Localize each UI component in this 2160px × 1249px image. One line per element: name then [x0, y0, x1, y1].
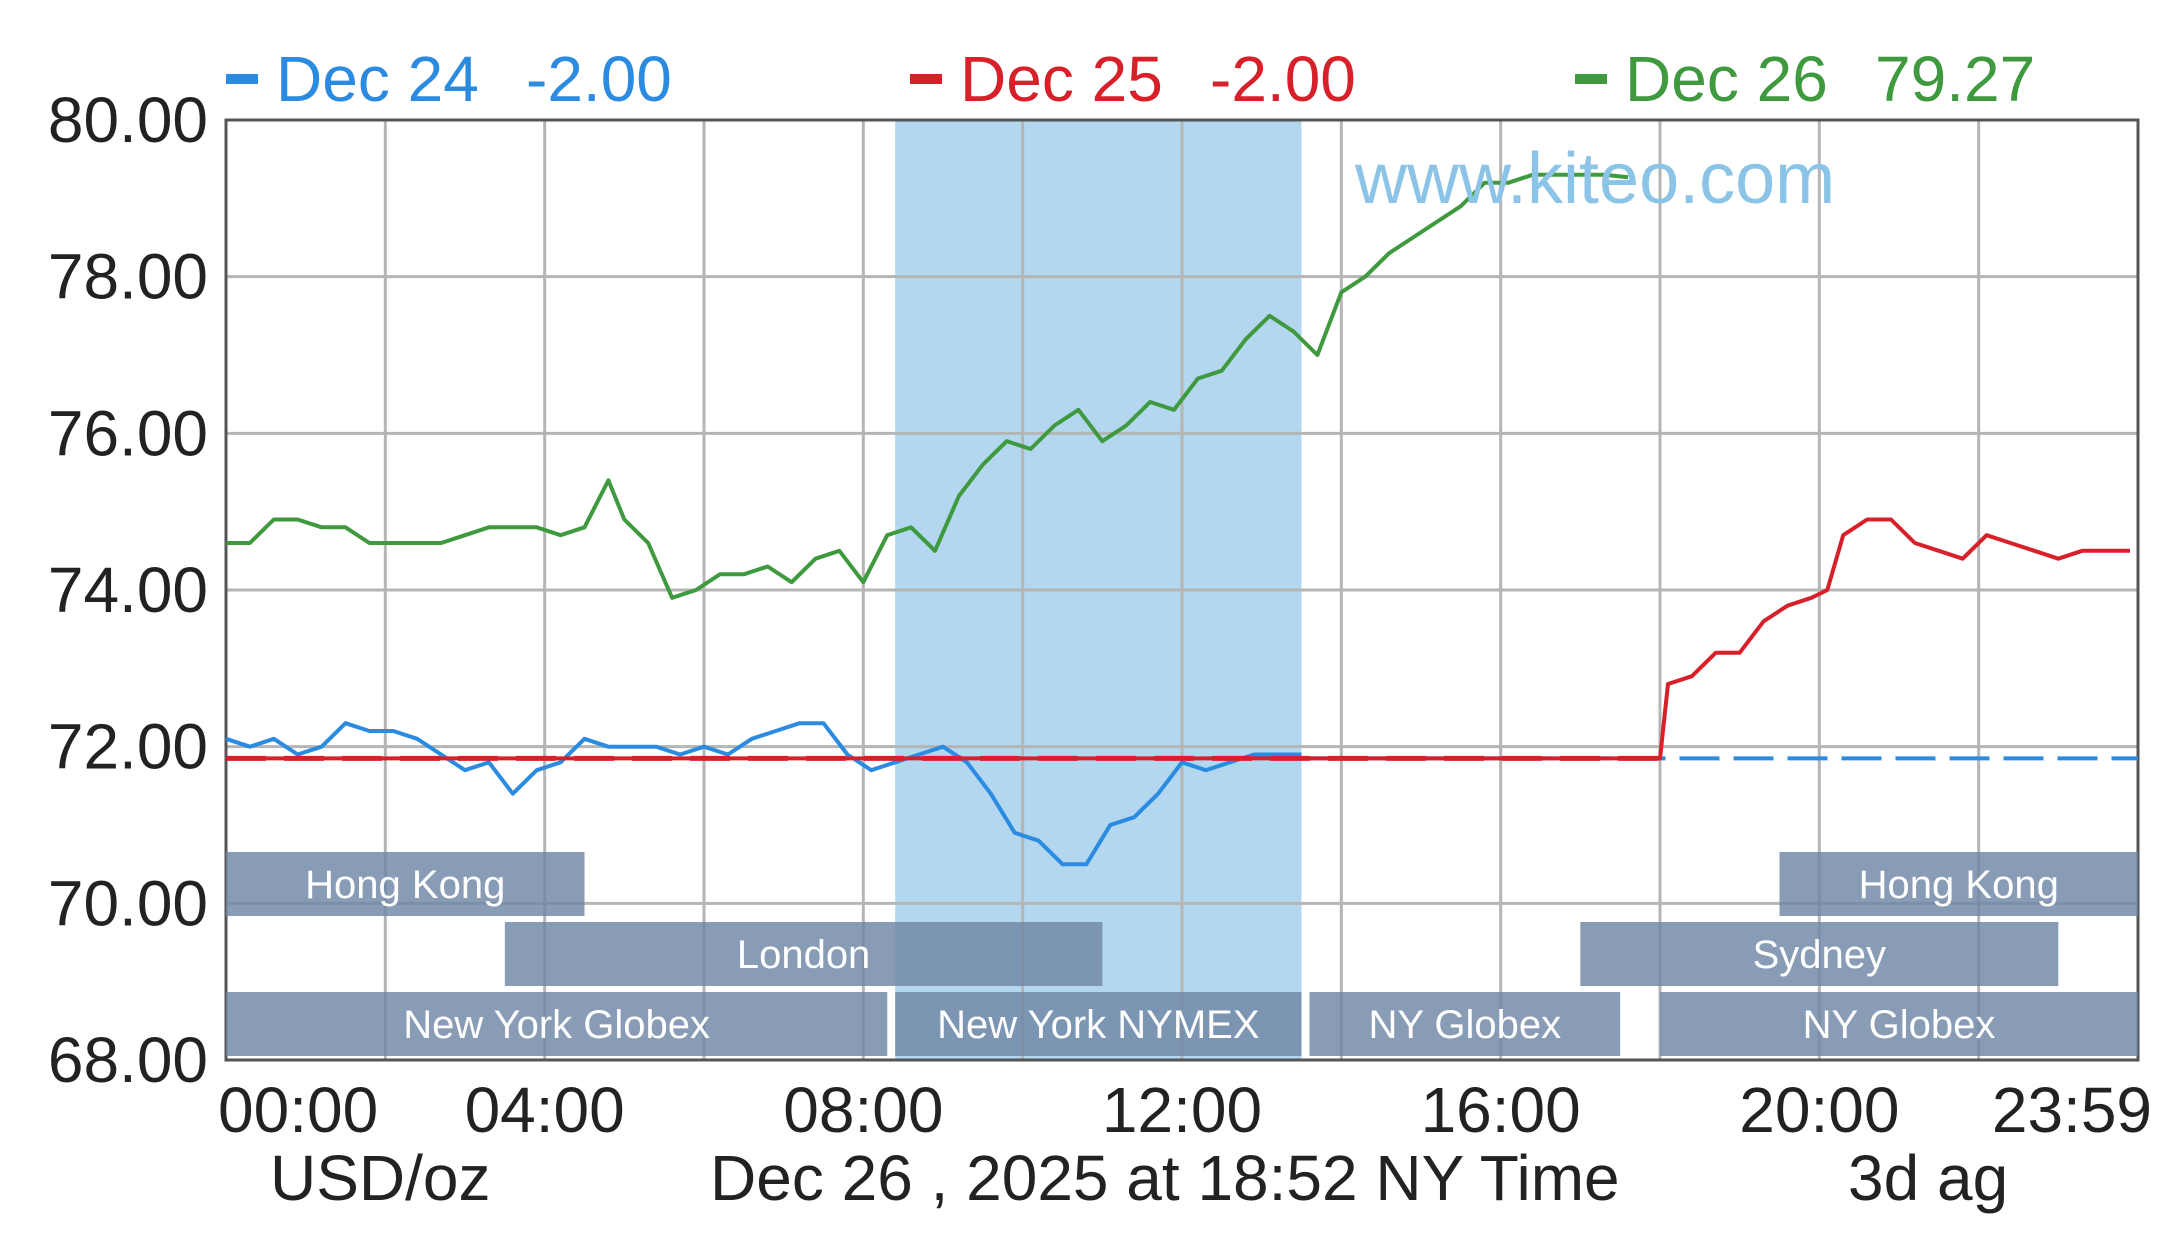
legend-label: Dec 26	[1625, 43, 1828, 115]
series-line-dec-24	[225, 721, 1302, 867]
legend-value: -2.00	[526, 43, 672, 115]
range-label: 3d ag	[1848, 1142, 2008, 1214]
legend-item: Dec 25 -2.00	[910, 43, 1356, 115]
market-sessions: Hong Kong Hong Kong London Sydney New York G…	[226, 852, 2138, 1056]
session-label: London	[737, 933, 870, 977]
plot-frame	[224, 118, 2140, 1062]
session-label: NY Globex	[1803, 1003, 1996, 1047]
y-tick-label: 74.00	[48, 554, 208, 626]
y-axis-ticks: 80.00 78.00 76.00 74.00 72.00 70.00 68.00	[48, 84, 208, 1096]
session-label: NY Globex	[1368, 1003, 1561, 1047]
legend: Dec 24 -2.00 Dec 25 -2.00 Dec 26 79.27	[226, 43, 2035, 115]
x-axis-ticks: 00:00 04:00 08:00 12:00 16:00 20:00 23:59	[218, 1074, 2152, 1146]
y-tick-label: 80.00	[48, 84, 208, 156]
session-label: New York Globex	[403, 1003, 710, 1047]
x-tick-label: 08:00	[783, 1074, 943, 1146]
session-bar: New York Globex	[226, 992, 888, 1056]
session-label: Hong Kong	[305, 863, 505, 907]
legend-item: Dec 24 -2.00	[226, 43, 672, 115]
unit-label: USD/oz	[270, 1142, 491, 1214]
session-bar: Hong Kong	[226, 852, 585, 916]
timestamp-label: Dec 26 , 2025 at 18:52 NY Time	[710, 1142, 1620, 1214]
y-tick-label: 70.00	[48, 867, 208, 939]
y-tick-label: 68.00	[48, 1024, 208, 1096]
y-tick-label: 76.00	[48, 397, 208, 469]
session-bar-rect	[504, 922, 1103, 986]
session-bar: New York NYMEX	[895, 992, 1302, 1056]
x-tick-label: 20:00	[1739, 1074, 1899, 1146]
legend-value: 79.27	[1875, 43, 2035, 115]
session-bar: Sydney	[1580, 922, 2059, 986]
legend-item: Dec 26 79.27	[1575, 43, 2035, 115]
legend-label: Dec 25	[960, 43, 1163, 115]
series-lines	[225, 172, 2138, 867]
session-label: Hong Kong	[1859, 863, 2059, 907]
session-bar: NY Globex	[1660, 992, 2138, 1056]
x-tick-label: 23:59	[1992, 1074, 2152, 1146]
y-tick-label: 72.00	[48, 711, 208, 783]
legend-swatch	[1575, 74, 1607, 84]
x-tick-label: 16:00	[1421, 1074, 1581, 1146]
session-bar-rect	[226, 992, 888, 1056]
x-tick-label: 00:00	[218, 1074, 378, 1146]
grid-lines	[224, 118, 2140, 1062]
x-tick-label: 04:00	[465, 1074, 625, 1146]
session-bar-rect	[1779, 852, 2138, 916]
session-bar-rect	[1660, 992, 2138, 1056]
session-label: New York NYMEX	[937, 1003, 1259, 1047]
session-bar-rect	[226, 852, 585, 916]
legend-label: Dec 24	[276, 43, 479, 115]
watermark: www.kiteo.com	[1354, 139, 1835, 219]
series-line-dec-25	[226, 517, 2130, 761]
legend-swatch	[226, 74, 258, 84]
session-bar: NY Globex	[1309, 992, 1621, 1056]
legend-value: -2.00	[1210, 43, 1356, 115]
x-tick-label: 12:00	[1102, 1074, 1262, 1146]
series-line-dec-26	[226, 172, 1629, 600]
session-label: Sydney	[1753, 933, 1886, 977]
legend-swatch	[910, 74, 942, 84]
session-bar-rect	[1309, 992, 1621, 1056]
session-bar: London	[504, 922, 1103, 986]
session-bar: Hong Kong	[1779, 852, 2138, 916]
session-bar-rect	[1580, 922, 2059, 986]
y-tick-label: 78.00	[48, 241, 208, 313]
session-bar-rect	[895, 992, 1302, 1056]
